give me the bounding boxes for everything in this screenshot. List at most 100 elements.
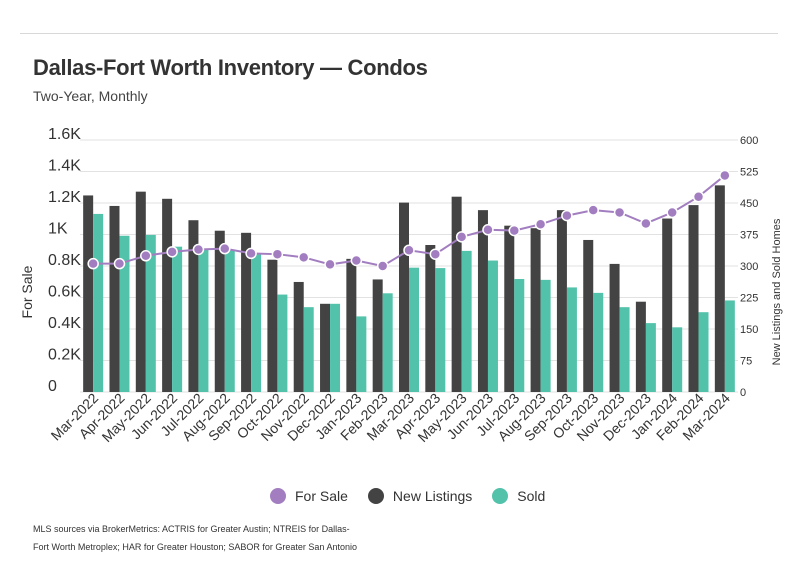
y2-tick-label: 375	[740, 230, 758, 242]
point-for-sale	[113, 257, 126, 270]
bar-sold	[409, 267, 419, 392]
point-for-sale	[587, 204, 599, 216]
point-for-sale	[508, 224, 521, 237]
bar-sold	[619, 307, 630, 392]
legend-label-sold: Sold	[517, 488, 546, 504]
point-for-sale	[613, 206, 626, 219]
legend-item-sold[interactable]: Sold	[492, 488, 545, 504]
y-tick-label: 1K	[48, 221, 68, 238]
point-for-sale	[534, 218, 547, 231]
legend-label-for-sale: For Sale	[295, 488, 348, 504]
bar-new-listings	[135, 191, 146, 392]
bar-new-listings	[109, 205, 120, 392]
bar-sold	[93, 213, 104, 392]
bar-new-listings	[188, 220, 199, 392]
bar-sold	[435, 268, 446, 392]
bar-new-listings	[583, 239, 594, 392]
bar-new-listings	[425, 245, 436, 392]
bar-new-listings	[399, 202, 409, 392]
bar-new-listings	[662, 218, 673, 392]
bar-new-listings	[635, 301, 646, 392]
bar-new-listings	[451, 196, 462, 392]
point-for-sale	[166, 246, 178, 258]
point-for-sale	[455, 231, 468, 243]
y2-tick-label: 75	[740, 356, 752, 368]
bar-new-listings	[688, 205, 699, 392]
bar-new-listings	[504, 225, 515, 392]
point-for-sale	[692, 190, 705, 203]
legend-marker-sold	[492, 488, 509, 504]
bar-new-listings	[214, 230, 225, 392]
bar-new-listings	[372, 279, 383, 392]
point-for-sale	[271, 248, 284, 260]
point-for-sale	[219, 242, 231, 255]
y-tick-label: 0.4K	[48, 315, 81, 332]
legend-marker-for-sale	[270, 488, 286, 504]
y-tick-label: 1.4K	[48, 158, 81, 175]
y-tick-label: 1.2K	[48, 189, 81, 206]
point-for-sale	[297, 251, 310, 264]
bar-sold	[514, 279, 525, 392]
legend-item-new-listings[interactable]: New Listings	[367, 488, 473, 504]
bar-new-listings	[714, 185, 725, 392]
bar-new-listings	[609, 263, 620, 392]
bar-sold	[382, 293, 393, 392]
point-for-sale	[403, 244, 415, 256]
y-tick-label: 0.8K	[48, 252, 81, 269]
bar-sold	[277, 294, 288, 392]
y-tick-label: 0.6K	[48, 284, 81, 301]
y2-tick-label: 600	[740, 135, 758, 147]
point-for-sale	[561, 209, 573, 222]
bar-sold	[487, 260, 498, 392]
bar-sold	[724, 300, 735, 392]
bar-sold	[461, 250, 472, 392]
y2-tick-label: 300	[740, 261, 758, 273]
y2-tick-label: 150	[740, 324, 758, 336]
y2-tick-label: 525	[740, 167, 758, 179]
point-for-sale	[429, 248, 442, 260]
bar-sold	[540, 279, 551, 392]
bar-sold	[251, 253, 262, 392]
point-for-sale	[376, 260, 389, 272]
y2-axis-label: New Listings and Sold Homes	[771, 218, 783, 365]
bar-new-listings	[293, 281, 304, 392]
bar-new-listings	[530, 228, 541, 392]
bar-sold	[330, 303, 341, 392]
chart-title: Dallas-Fort Worth Inventory — Condos	[33, 55, 428, 80]
bar-sold	[172, 246, 183, 392]
point-for-sale	[719, 169, 731, 182]
point-for-sale	[245, 247, 257, 260]
legend-item-for-sale[interactable]: For Sale	[270, 488, 348, 504]
point-for-sale	[666, 206, 678, 219]
bar-sold	[566, 287, 577, 392]
legend-label-new-listings: New Listings	[392, 488, 473, 504]
y-tick-label: 1.6K	[48, 126, 81, 143]
bar-sold	[145, 234, 156, 392]
bar-new-listings	[346, 258, 357, 392]
bar-sold	[645, 323, 656, 392]
bar-new-listings	[320, 303, 331, 392]
bar-new-listings	[267, 259, 278, 392]
y2-tick-label: 450	[740, 198, 758, 210]
point-for-sale	[324, 258, 336, 271]
y2-tick-label: 225	[740, 293, 758, 305]
bar-sold	[698, 312, 709, 392]
y-axis-right-ticks: 0 75 150 225 300 375 450 525 600	[740, 135, 758, 399]
bar-new-listings	[477, 210, 488, 392]
bar-sold	[119, 235, 130, 392]
legend: For Sale New Listings Sold	[270, 486, 565, 506]
y-tick-label: 0	[48, 378, 57, 395]
line-series	[87, 169, 731, 272]
bar-new-listings	[556, 210, 567, 392]
point-for-sale	[87, 257, 99, 270]
y-axis-label: For Sale	[19, 265, 35, 318]
y-axis-left-ticks: 0 0.2K 0.4K 0.6K 0.8K 1K 1.2K 1.4K 1.6K	[48, 126, 81, 395]
x-axis-ticks: Mar-2022Apr-2022May-2022Jun-2022Jul-2022…	[48, 390, 734, 445]
y2-tick-label: 0	[740, 387, 746, 399]
source-note: MLS sources via BrokerMetrics: ACTRIS fo…	[33, 524, 357, 552]
top-divider	[20, 33, 778, 34]
point-for-sale	[482, 224, 494, 236]
y-tick-label: 0.2K	[48, 347, 81, 364]
bar-sold	[356, 316, 367, 392]
